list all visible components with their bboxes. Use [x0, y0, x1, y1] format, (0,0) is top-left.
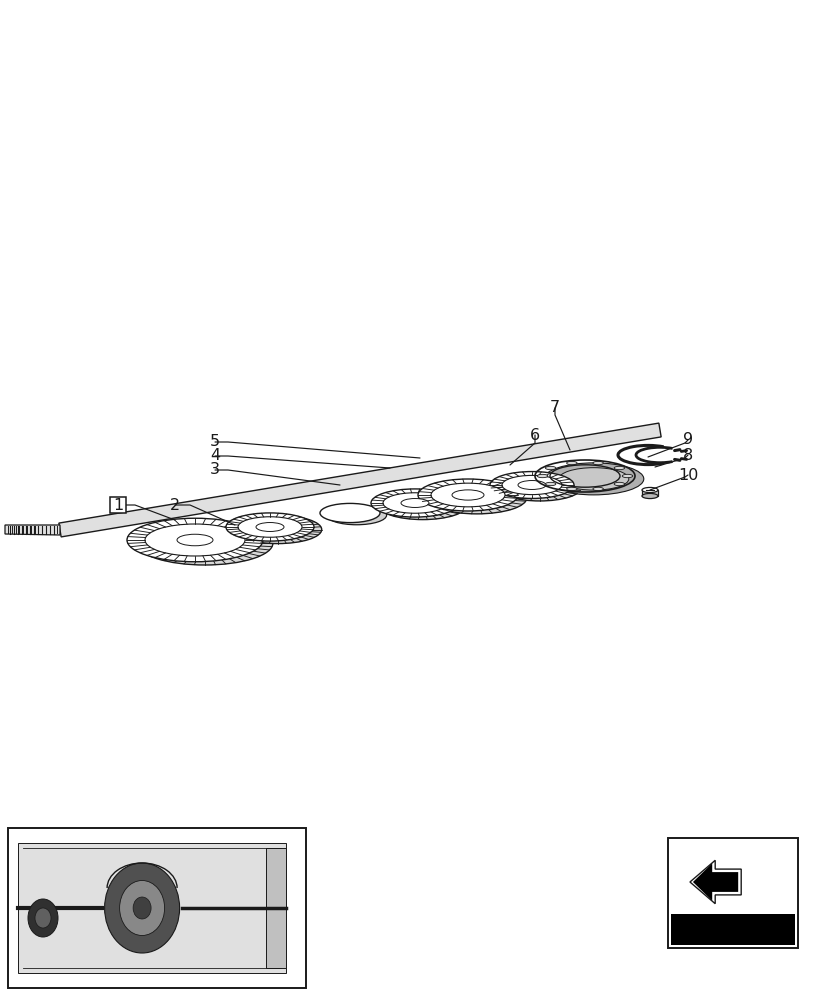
Ellipse shape	[127, 518, 263, 562]
Text: 5: 5	[210, 434, 220, 450]
Ellipse shape	[545, 466, 556, 470]
Ellipse shape	[545, 482, 556, 486]
Ellipse shape	[623, 474, 632, 478]
Polygon shape	[59, 423, 661, 537]
Bar	[8, 828, 306, 988]
Polygon shape	[5, 525, 60, 535]
Bar	[668, 838, 798, 948]
Ellipse shape	[566, 487, 577, 491]
Bar	[110, 497, 126, 513]
Ellipse shape	[498, 474, 582, 501]
Ellipse shape	[379, 491, 467, 520]
Ellipse shape	[187, 537, 223, 549]
Ellipse shape	[155, 527, 255, 559]
Bar	[18, 843, 286, 973]
Ellipse shape	[320, 503, 380, 523]
Ellipse shape	[391, 495, 455, 516]
Ellipse shape	[418, 479, 518, 511]
Ellipse shape	[264, 525, 291, 534]
Ellipse shape	[427, 482, 527, 514]
Ellipse shape	[461, 493, 493, 503]
Ellipse shape	[642, 487, 658, 493]
Ellipse shape	[145, 524, 245, 556]
Polygon shape	[371, 503, 467, 506]
Ellipse shape	[490, 472, 574, 498]
Ellipse shape	[526, 483, 554, 492]
Ellipse shape	[35, 908, 51, 928]
Ellipse shape	[133, 897, 151, 919]
Ellipse shape	[614, 466, 624, 470]
Ellipse shape	[593, 487, 603, 491]
Polygon shape	[490, 485, 582, 488]
Ellipse shape	[233, 515, 322, 544]
Text: 10: 10	[678, 468, 698, 483]
Ellipse shape	[137, 521, 273, 565]
Ellipse shape	[452, 490, 484, 500]
Ellipse shape	[559, 468, 629, 490]
Ellipse shape	[642, 493, 658, 499]
Ellipse shape	[537, 474, 548, 478]
Text: 4: 4	[210, 448, 220, 464]
Ellipse shape	[510, 478, 570, 497]
Ellipse shape	[383, 493, 447, 513]
Ellipse shape	[518, 481, 546, 489]
Ellipse shape	[440, 486, 514, 510]
Text: 1: 1	[113, 497, 123, 512]
Bar	[671, 914, 795, 945]
Ellipse shape	[566, 461, 577, 465]
Ellipse shape	[238, 517, 302, 537]
Ellipse shape	[120, 880, 165, 936]
Text: 2: 2	[170, 497, 180, 512]
Polygon shape	[320, 513, 387, 515]
Text: 3: 3	[210, 462, 220, 478]
Text: 8: 8	[683, 448, 693, 462]
Ellipse shape	[543, 463, 644, 495]
Polygon shape	[690, 860, 741, 904]
Ellipse shape	[246, 519, 310, 540]
Text: 7: 7	[550, 400, 560, 416]
Polygon shape	[693, 863, 738, 901]
Ellipse shape	[593, 461, 603, 465]
Ellipse shape	[256, 523, 284, 531]
Bar	[266, 848, 286, 968]
Polygon shape	[418, 495, 527, 498]
Polygon shape	[535, 476, 644, 479]
Ellipse shape	[104, 863, 180, 953]
Ellipse shape	[614, 482, 624, 486]
Polygon shape	[226, 527, 322, 530]
Text: 6: 6	[530, 428, 540, 442]
Ellipse shape	[371, 489, 459, 517]
Ellipse shape	[401, 499, 429, 507]
Ellipse shape	[28, 899, 58, 937]
Polygon shape	[127, 540, 273, 543]
Ellipse shape	[431, 483, 505, 507]
Polygon shape	[642, 490, 658, 496]
Ellipse shape	[326, 506, 387, 525]
Ellipse shape	[226, 513, 314, 541]
Ellipse shape	[502, 475, 562, 495]
Ellipse shape	[177, 534, 213, 546]
Text: 9: 9	[683, 432, 693, 448]
Ellipse shape	[409, 501, 437, 510]
